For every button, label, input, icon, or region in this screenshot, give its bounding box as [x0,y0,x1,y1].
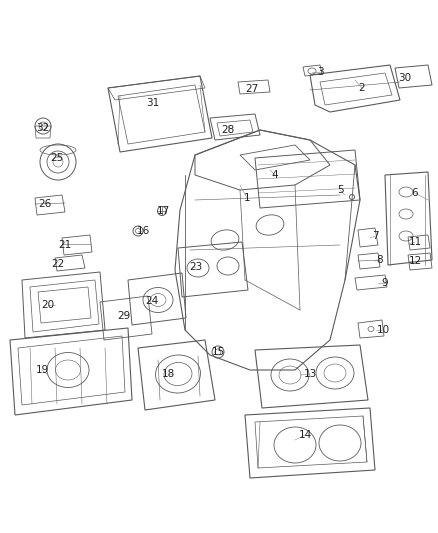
Text: 19: 19 [35,365,49,375]
Text: 24: 24 [145,296,159,306]
Text: 28: 28 [221,125,235,135]
Text: 30: 30 [399,73,412,83]
Text: 8: 8 [377,255,383,265]
Text: 15: 15 [212,347,225,357]
Text: 10: 10 [376,325,389,335]
Text: 9: 9 [381,278,389,288]
Text: 22: 22 [51,259,65,269]
Text: 12: 12 [408,256,422,266]
Text: 25: 25 [50,153,64,163]
Text: 21: 21 [58,240,72,250]
Text: 29: 29 [117,311,131,321]
Text: 1: 1 [244,193,250,203]
Text: 16: 16 [136,226,150,236]
Text: 3: 3 [317,67,323,77]
Text: 13: 13 [304,369,317,379]
Text: 23: 23 [189,262,203,272]
Text: 20: 20 [42,300,55,310]
Text: 17: 17 [156,206,170,216]
Text: 32: 32 [36,123,49,133]
Text: 18: 18 [161,369,175,379]
Text: 31: 31 [146,98,159,108]
Text: 2: 2 [359,83,365,93]
Text: 27: 27 [245,84,258,94]
Text: 5: 5 [337,185,343,195]
Text: 14: 14 [298,430,311,440]
Text: 4: 4 [272,170,278,180]
Text: 26: 26 [39,199,52,209]
Text: 11: 11 [408,237,422,247]
Text: 7: 7 [372,231,378,241]
Text: 6: 6 [412,188,418,198]
